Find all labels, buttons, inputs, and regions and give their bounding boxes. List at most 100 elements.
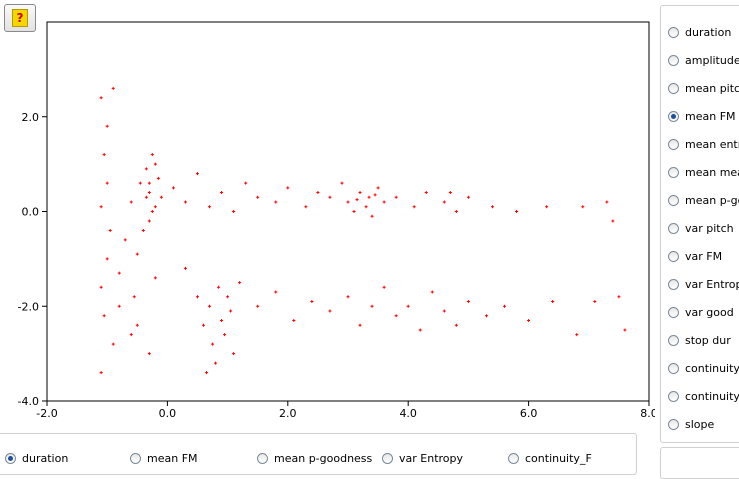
point bbox=[454, 323, 458, 327]
radio-option[interactable]: mean FM bbox=[668, 110, 736, 123]
radio-button[interactable] bbox=[668, 363, 679, 374]
radio-label: var Entropy bbox=[399, 452, 464, 465]
radio-button[interactable] bbox=[382, 453, 393, 464]
radio-option[interactable]: continuity_t bbox=[668, 390, 739, 403]
radio-button[interactable] bbox=[668, 111, 679, 122]
radio-option[interactable]: duration bbox=[668, 26, 731, 39]
radio-option[interactable]: mean entrop bbox=[668, 138, 739, 151]
radio-label: amplitude bbox=[685, 54, 739, 67]
radio-option[interactable]: var Entropy bbox=[382, 452, 463, 465]
radio-option[interactable]: mean FM bbox=[130, 452, 198, 465]
point bbox=[211, 342, 215, 346]
point bbox=[346, 200, 350, 204]
radio-option[interactable]: continuity_F bbox=[508, 452, 592, 465]
radio-option[interactable]: var pitch bbox=[668, 222, 734, 235]
radio-option[interactable]: var FM bbox=[668, 250, 722, 263]
radio-button[interactable] bbox=[508, 453, 519, 464]
point bbox=[147, 219, 151, 223]
radio-button[interactable] bbox=[668, 83, 679, 94]
radio-label: mean FM bbox=[147, 452, 198, 465]
point bbox=[223, 333, 227, 337]
radio-button[interactable] bbox=[668, 391, 679, 402]
radio-button[interactable] bbox=[668, 27, 679, 38]
point bbox=[376, 186, 380, 190]
radio-button[interactable] bbox=[130, 453, 141, 464]
point bbox=[274, 290, 278, 294]
radio-option[interactable]: stop dur bbox=[668, 334, 731, 347]
point bbox=[132, 295, 136, 299]
point bbox=[575, 333, 579, 337]
point bbox=[105, 181, 109, 185]
radio-button[interactable] bbox=[5, 453, 16, 464]
point bbox=[226, 295, 230, 299]
point bbox=[147, 181, 151, 185]
radio-option[interactable]: amplitude bbox=[668, 54, 739, 67]
radio-option[interactable]: slope bbox=[668, 418, 714, 431]
point bbox=[183, 200, 187, 204]
radio-button[interactable] bbox=[668, 195, 679, 206]
x-tick-label: 0.0 bbox=[159, 407, 177, 420]
radio-button[interactable] bbox=[668, 335, 679, 346]
radio-option[interactable]: mean mean bbox=[668, 166, 739, 179]
point bbox=[424, 191, 428, 195]
x-tick-label: -2.0 bbox=[36, 407, 57, 420]
point bbox=[238, 281, 242, 285]
point bbox=[153, 205, 157, 209]
point bbox=[358, 323, 362, 327]
point bbox=[328, 195, 332, 199]
point bbox=[99, 205, 103, 209]
point bbox=[527, 318, 531, 322]
radio-option[interactable]: var good bbox=[668, 306, 734, 319]
radio-button[interactable] bbox=[668, 419, 679, 430]
radio-option[interactable]: duration bbox=[5, 452, 68, 465]
point bbox=[150, 210, 154, 213]
point bbox=[442, 309, 446, 313]
point bbox=[153, 276, 157, 280]
point bbox=[135, 323, 139, 327]
point bbox=[346, 295, 350, 299]
point bbox=[256, 304, 260, 308]
point bbox=[274, 200, 278, 204]
radio-button[interactable] bbox=[257, 453, 268, 464]
point bbox=[220, 191, 224, 195]
scatter-plot: -2.0 0.0 2.0 4.0 6.0 8.0-4.0-2.00.02.0 bbox=[18, 21, 655, 420]
point bbox=[352, 210, 356, 213]
y-axis-options: duration amplitude mean pitch mean FM mean e… bbox=[660, 5, 739, 443]
radio-option[interactable]: mean p-goo bbox=[668, 194, 739, 207]
radio-option[interactable]: continuity_F bbox=[668, 362, 739, 375]
radio-button[interactable] bbox=[668, 139, 679, 150]
point bbox=[202, 323, 206, 327]
point bbox=[418, 328, 422, 332]
point bbox=[105, 124, 109, 128]
radio-button[interactable] bbox=[668, 55, 679, 66]
radio-button[interactable] bbox=[668, 279, 679, 290]
x-tick-label: 6.0 bbox=[520, 407, 538, 420]
point bbox=[382, 285, 386, 289]
radio-button[interactable] bbox=[668, 167, 679, 178]
x-tick-label: 8.0 bbox=[640, 407, 655, 420]
point bbox=[367, 195, 371, 199]
point bbox=[370, 304, 374, 308]
point bbox=[466, 300, 470, 304]
radio-option[interactable]: mean pitch bbox=[668, 82, 739, 95]
point bbox=[217, 285, 221, 289]
radio-button[interactable] bbox=[668, 251, 679, 262]
y-tick-label: -4.0 bbox=[18, 395, 39, 408]
point bbox=[545, 205, 549, 209]
point bbox=[232, 210, 236, 213]
point bbox=[99, 285, 103, 289]
radio-label: slope bbox=[685, 418, 715, 431]
point bbox=[105, 257, 109, 261]
radio-button[interactable] bbox=[668, 307, 679, 318]
point bbox=[448, 191, 452, 195]
radio-option[interactable]: mean p-goodness bbox=[257, 452, 372, 465]
radio-button[interactable] bbox=[668, 223, 679, 234]
point bbox=[144, 195, 148, 199]
point bbox=[581, 205, 585, 209]
point bbox=[442, 200, 446, 204]
point bbox=[208, 304, 212, 308]
point bbox=[144, 167, 148, 171]
point bbox=[394, 195, 398, 199]
help-button[interactable]: ? bbox=[4, 4, 36, 32]
radio-option[interactable]: var Entropy bbox=[668, 278, 739, 291]
